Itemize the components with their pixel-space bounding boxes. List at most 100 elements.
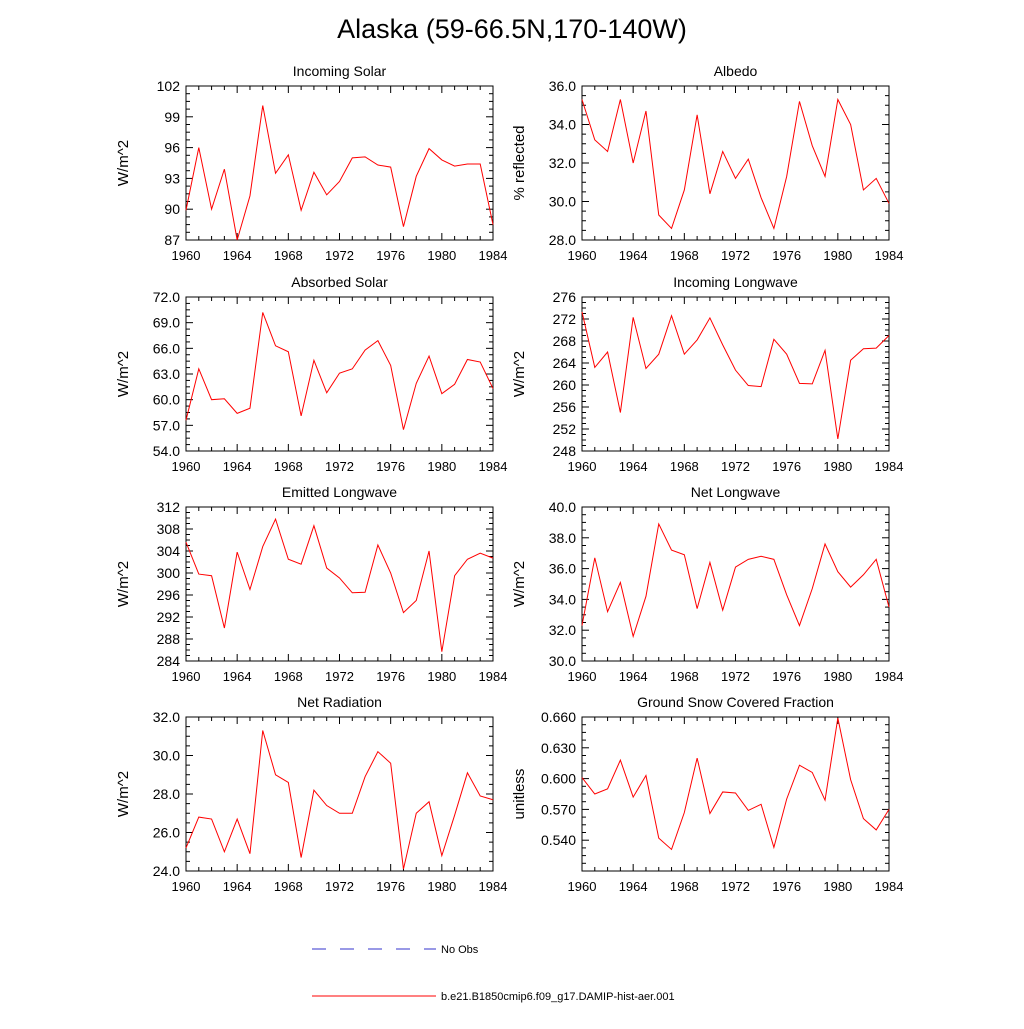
x-tick-label: 1964 <box>619 248 648 263</box>
x-tick-label: 1976 <box>772 248 801 263</box>
series-line-albedo <box>581 97 890 231</box>
x-tick-label: 1980 <box>427 459 456 474</box>
panel-title: Net Radiation <box>297 694 382 710</box>
x-tick-label: 1976 <box>772 879 801 894</box>
x-tick-label: 1984 <box>875 669 904 684</box>
y-axis-label: W/m^2 <box>511 561 528 607</box>
y-tick-label: 24.0 <box>153 863 180 879</box>
y-tick-label: 28.0 <box>153 786 180 802</box>
x-tick-label: 1968 <box>670 879 699 894</box>
x-tick-label: 1960 <box>172 879 201 894</box>
x-tick-label: 1968 <box>274 669 303 684</box>
panel-title: Incoming Solar <box>293 63 387 79</box>
y-tick-label: 60.0 <box>153 392 180 408</box>
plot-frame <box>185 85 494 241</box>
x-tick-label: 1980 <box>823 459 852 474</box>
y-axis-label: W/m^2 <box>115 140 132 186</box>
x-tick-label: 1972 <box>325 669 354 684</box>
x-tick-label: 1972 <box>325 879 354 894</box>
y-tick-label: 54.0 <box>153 443 180 459</box>
x-tick-label: 1984 <box>479 669 508 684</box>
x-tick-label: 1972 <box>325 459 354 474</box>
panel-title: Emitted Longwave <box>282 484 397 500</box>
x-tick-label: 1964 <box>619 459 648 474</box>
x-tick-label: 1976 <box>376 459 405 474</box>
y-tick-label: 63.0 <box>153 366 180 382</box>
x-tick-label: 1968 <box>670 459 699 474</box>
x-tick-label: 1984 <box>875 248 904 263</box>
y-axis-label: W/m^2 <box>115 561 132 607</box>
y-tick-label: 268 <box>553 333 577 349</box>
x-tick-label: 1980 <box>427 248 456 263</box>
x-tick-label: 1976 <box>376 669 405 684</box>
y-tick-label: 288 <box>157 631 181 647</box>
y-tick-label: 32.0 <box>549 155 576 171</box>
x-tick-label: 1968 <box>274 459 303 474</box>
y-tick-label: 0.660 <box>541 709 576 725</box>
series-line-emitted-longwave <box>185 517 494 652</box>
y-tick-label: 72.0 <box>153 289 180 305</box>
y-tick-label: 300 <box>157 565 181 581</box>
figure-title: Alaska (59-66.5N,170-140W) <box>337 14 687 44</box>
y-tick-label: 34.0 <box>549 117 576 133</box>
y-tick-label: 34.0 <box>549 591 576 607</box>
y-tick-label: 90 <box>164 201 180 217</box>
y-tick-label: 256 <box>553 399 577 415</box>
x-tick-label: 1960 <box>172 248 201 263</box>
y-tick-label: 96 <box>164 140 180 156</box>
x-tick-label: 1972 <box>721 669 750 684</box>
x-tick-label: 1984 <box>875 459 904 474</box>
panel-ground-snow-covered-fraction: 1960 1964 1968 1972 1976 1980 1984 0.540 0.570 0.… <box>511 694 903 894</box>
x-tick-label: 1980 <box>823 248 852 263</box>
x-tick-label: 1984 <box>479 248 508 263</box>
series-line-net-longwave <box>581 522 890 639</box>
x-tick-label: 1976 <box>376 879 405 894</box>
y-tick-label: 252 <box>553 421 577 437</box>
y-tick-label: 38.0 <box>549 530 576 546</box>
y-tick-label: 99 <box>164 109 180 125</box>
panel-net-longwave: 1960 1964 1968 1972 1976 1980 1984 30.0 32.0 34.0… <box>511 484 903 684</box>
y-tick-label: 296 <box>157 587 181 603</box>
y-tick-label: 26.0 <box>153 825 180 841</box>
y-tick-label: 312 <box>157 499 181 515</box>
y-tick-label: 272 <box>553 311 577 327</box>
y-tick-label: 93 <box>164 170 180 186</box>
x-tick-label: 1968 <box>670 669 699 684</box>
y-axis-label: W/m^2 <box>115 351 132 397</box>
plot-frame <box>581 506 890 662</box>
y-tick-label: 28.0 <box>549 232 576 248</box>
y-tick-label: 32.0 <box>549 622 576 638</box>
x-tick-label: 1968 <box>670 248 699 263</box>
panel-title: Absorbed Solar <box>291 274 388 290</box>
legend-label: b.e21.B1850cmip6.f09_g17.DAMIP-hist-aer.… <box>441 991 675 1003</box>
series-line-incoming-solar <box>185 105 494 241</box>
y-tick-label: 30.0 <box>549 194 576 210</box>
x-tick-label: 1968 <box>274 879 303 894</box>
panel-title: Net Longwave <box>691 484 781 500</box>
y-tick-label: 30.0 <box>549 653 576 669</box>
y-axis-label: W/m^2 <box>511 351 528 397</box>
x-tick-label: 1980 <box>427 879 456 894</box>
y-axis-label: unitless <box>511 769 528 820</box>
x-tick-label: 1964 <box>619 669 648 684</box>
y-tick-label: 284 <box>157 653 181 669</box>
y-tick-label: 32.0 <box>153 709 180 725</box>
x-tick-label: 1964 <box>223 459 252 474</box>
panel-net-radiation: 1960 1964 1968 1972 1976 1980 1984 24.0 26.0 28.0… <box>115 694 507 894</box>
y-tick-label: 102 <box>157 78 181 94</box>
x-tick-label: 1980 <box>427 669 456 684</box>
y-tick-label: 292 <box>157 609 181 625</box>
y-tick-label: 304 <box>157 543 181 559</box>
y-tick-label: 308 <box>157 521 181 537</box>
y-tick-label: 57.0 <box>153 417 180 433</box>
panel-title: Ground Snow Covered Fraction <box>637 694 834 710</box>
x-tick-label: 1964 <box>223 248 252 263</box>
panel-emitted-longwave: 1960 1964 1968 1972 1976 1980 1984 284 288 292 296… <box>115 484 507 684</box>
y-tick-label: 40.0 <box>549 499 576 515</box>
x-tick-label: 1976 <box>772 459 801 474</box>
x-tick-label: 1960 <box>568 248 597 263</box>
x-tick-label: 1972 <box>721 879 750 894</box>
panel-albedo: 1960 1964 1968 1972 1976 1980 1984 28.0 30.0 32.0… <box>511 63 903 263</box>
legend: No Obs b.e21.B1850cmip6.f09_g17.DAMIP-his… <box>312 944 675 1003</box>
